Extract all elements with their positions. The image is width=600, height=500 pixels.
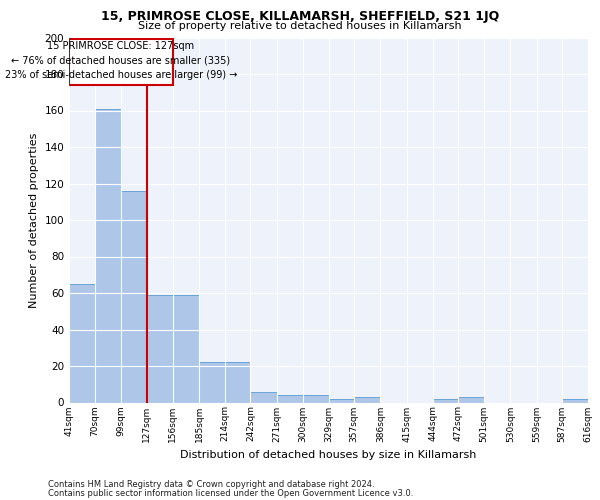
Text: Contains public sector information licensed under the Open Government Licence v3: Contains public sector information licen… — [48, 488, 413, 498]
Text: Contains HM Land Registry data © Crown copyright and database right 2024.: Contains HM Land Registry data © Crown c… — [48, 480, 374, 489]
Bar — [354, 397, 380, 402]
Bar — [69, 284, 95, 403]
Text: 15, PRIMROSE CLOSE, KILLAMARSH, SHEFFIELD, S21 1JQ: 15, PRIMROSE CLOSE, KILLAMARSH, SHEFFIEL… — [101, 10, 499, 23]
Text: ← 76% of detached houses are smaller (335): ← 76% of detached houses are smaller (33… — [11, 56, 230, 66]
Bar — [146, 295, 173, 403]
Bar — [250, 392, 277, 402]
Bar — [95, 108, 121, 403]
Bar — [121, 191, 146, 402]
Text: 15 PRIMROSE CLOSE: 127sqm: 15 PRIMROSE CLOSE: 127sqm — [47, 41, 194, 51]
Y-axis label: Number of detached properties: Number of detached properties — [29, 132, 39, 308]
Bar — [303, 395, 329, 402]
Bar — [329, 399, 354, 402]
Bar — [433, 399, 458, 402]
Bar — [173, 295, 199, 403]
Bar — [562, 399, 588, 402]
Bar — [588, 399, 600, 402]
Bar — [225, 362, 250, 403]
Bar — [277, 395, 303, 402]
Bar — [199, 362, 225, 403]
Bar — [458, 397, 484, 402]
Text: 23% of semi-detached houses are larger (99) →: 23% of semi-detached houses are larger (… — [5, 70, 237, 81]
Text: Size of property relative to detached houses in Killamarsh: Size of property relative to detached ho… — [138, 21, 462, 31]
X-axis label: Distribution of detached houses by size in Killamarsh: Distribution of detached houses by size … — [181, 450, 476, 460]
Bar — [68, 40, 173, 85]
